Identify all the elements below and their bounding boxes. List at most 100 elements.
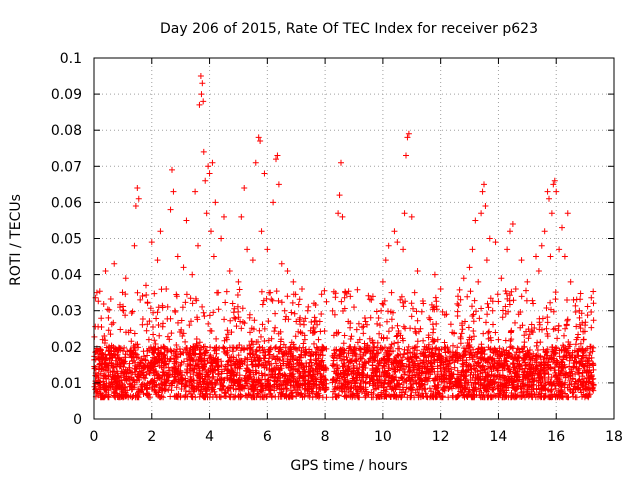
y-tick-label: 0.05 xyxy=(51,232,82,248)
data-point xyxy=(252,159,259,166)
data-point xyxy=(316,365,323,372)
data-point xyxy=(377,322,383,329)
y-tick-label: 0.03 xyxy=(51,304,82,320)
x-tick-label: 10 xyxy=(374,429,392,445)
y-tick-label: 0.01 xyxy=(51,376,82,392)
data-point xyxy=(417,325,424,332)
data-point xyxy=(166,358,173,365)
data-point xyxy=(489,307,496,314)
data-point xyxy=(371,343,378,350)
data-point xyxy=(533,253,539,260)
data-point xyxy=(408,213,415,220)
data-point xyxy=(189,271,196,278)
data-point xyxy=(353,365,360,372)
data-point xyxy=(342,289,349,296)
data-point xyxy=(114,347,121,354)
data-point xyxy=(198,91,205,98)
x-tick-label: 12 xyxy=(432,429,450,445)
data-point xyxy=(479,188,486,195)
data-point xyxy=(403,152,409,159)
y-tick-label: 0.04 xyxy=(51,268,82,284)
data-point xyxy=(475,278,482,285)
data-point xyxy=(135,195,142,202)
data-point xyxy=(208,228,214,235)
x-tick-label: 18 xyxy=(605,429,623,445)
data-point xyxy=(229,300,236,307)
data-point xyxy=(319,343,326,350)
data-point xyxy=(492,239,499,246)
data-point xyxy=(238,213,245,220)
data-point xyxy=(463,361,470,368)
data-point xyxy=(199,80,206,87)
data-point xyxy=(587,343,594,350)
data-point xyxy=(423,354,430,361)
data-point xyxy=(452,351,459,358)
data-point xyxy=(170,188,177,195)
data-point xyxy=(573,336,580,343)
data-point xyxy=(333,329,340,336)
data-point xyxy=(151,372,158,379)
data-point xyxy=(218,235,225,242)
data-point xyxy=(261,170,268,177)
data-point xyxy=(197,73,204,80)
data-point xyxy=(284,267,291,274)
data-point xyxy=(478,210,485,217)
data-point xyxy=(278,260,285,267)
data-point xyxy=(270,199,277,206)
data-point xyxy=(134,184,141,191)
y-tick-label: 0.02 xyxy=(51,340,82,356)
x-tick-label: 6 xyxy=(263,429,272,445)
data-point xyxy=(548,210,555,217)
data-point xyxy=(117,304,123,311)
data-point xyxy=(293,318,300,325)
data-point xyxy=(541,228,548,235)
data-point xyxy=(125,329,132,336)
chart-title: Day 206 of 2015, Rate Of TEC Index for r… xyxy=(160,21,538,37)
data-point xyxy=(313,351,320,358)
data-point xyxy=(498,275,505,282)
data-point xyxy=(281,307,288,314)
x-axis-label: GPS time / hours xyxy=(290,458,407,474)
data-point xyxy=(507,228,513,235)
data-point xyxy=(551,177,558,184)
data-point xyxy=(304,307,311,314)
data-point xyxy=(365,358,372,365)
x-tick-label: 8 xyxy=(321,429,330,445)
data-point xyxy=(359,372,366,379)
data-point xyxy=(426,314,433,321)
data-point xyxy=(385,242,392,249)
data-point xyxy=(504,246,511,253)
data-point xyxy=(443,311,450,318)
data-point xyxy=(446,376,453,383)
data-point xyxy=(338,159,344,166)
data-point xyxy=(550,181,557,188)
data-point xyxy=(538,242,545,249)
data-point xyxy=(108,376,115,383)
data-point xyxy=(137,296,144,303)
data-point xyxy=(301,336,308,343)
data-point xyxy=(472,217,479,224)
data-point xyxy=(209,159,216,166)
data-point xyxy=(131,242,138,249)
dense-noise-cloud xyxy=(91,286,597,401)
data-point xyxy=(299,286,305,293)
data-point xyxy=(397,296,404,303)
data-point xyxy=(521,343,528,350)
data-point xyxy=(102,267,109,274)
data-point xyxy=(382,257,389,264)
data-point xyxy=(509,221,516,228)
data-point xyxy=(128,354,135,361)
data-point xyxy=(322,376,329,383)
data-point xyxy=(180,264,187,271)
data-point xyxy=(388,289,395,296)
data-point xyxy=(486,235,493,242)
data-point xyxy=(524,278,531,285)
data-point xyxy=(296,361,303,368)
data-point xyxy=(275,181,282,188)
data-point xyxy=(348,347,355,354)
data-point xyxy=(167,206,174,213)
data-point xyxy=(457,340,464,347)
data-point xyxy=(527,361,534,368)
data-point xyxy=(405,130,412,137)
data-point xyxy=(177,369,184,376)
